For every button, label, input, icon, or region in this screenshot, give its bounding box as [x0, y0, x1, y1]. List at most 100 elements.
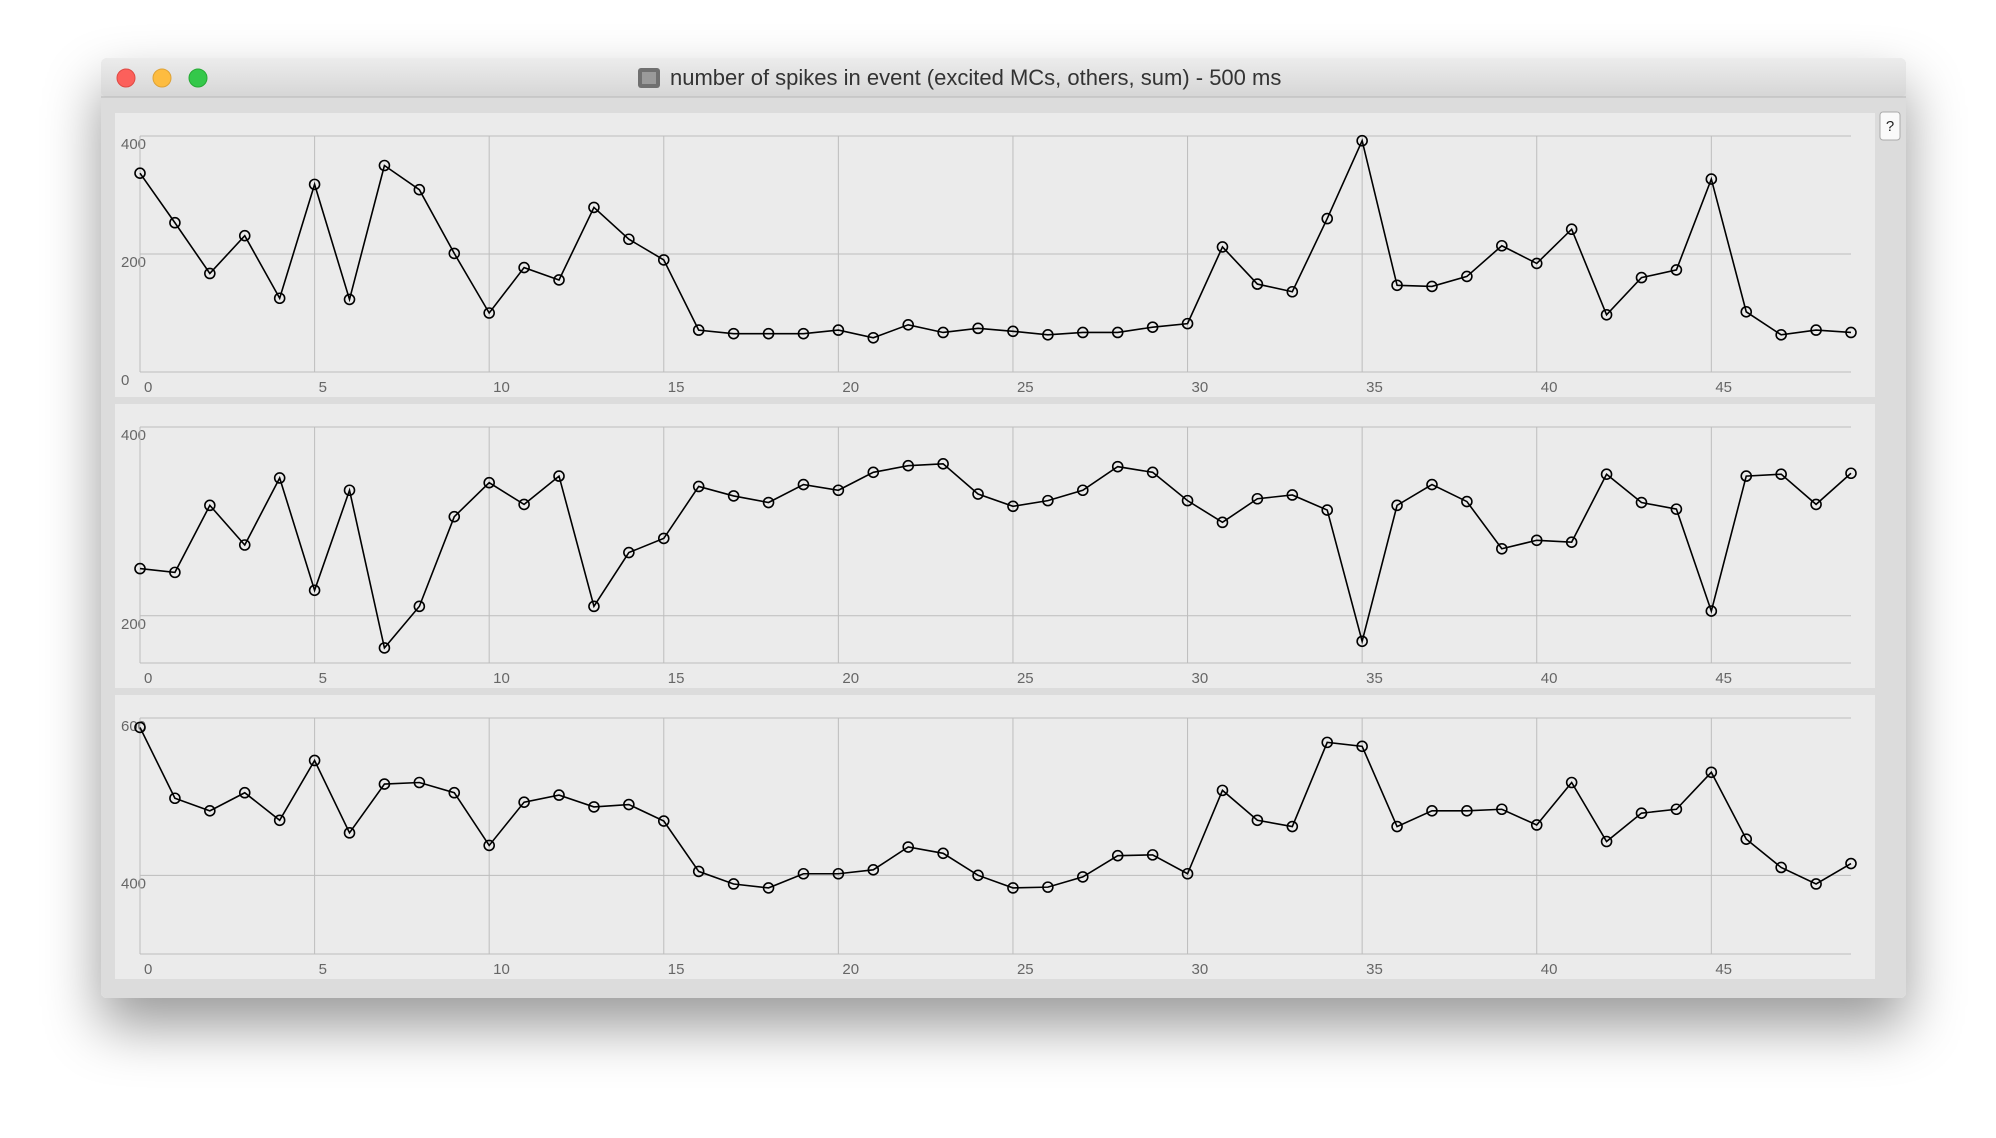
minimize-button[interactable]	[152, 68, 172, 88]
data-point	[483, 307, 495, 319]
data-point	[867, 331, 880, 344]
data-point	[1007, 325, 1019, 338]
data-point	[1426, 280, 1438, 293]
data-point	[238, 786, 251, 799]
data-point	[797, 327, 810, 340]
data-point	[204, 805, 216, 817]
data-point	[1286, 285, 1299, 298]
data-point	[657, 815, 670, 827]
chart-panel	[115, 113, 1875, 397]
data-point	[1251, 492, 1264, 505]
data-point	[1705, 605, 1718, 617]
data-point	[797, 478, 810, 491]
data-point	[273, 292, 286, 305]
data-point	[1810, 878, 1822, 890]
data-point	[1740, 306, 1753, 318]
x-tick-label: 15	[668, 670, 685, 687]
data-point	[1042, 329, 1054, 341]
data-point	[623, 798, 635, 811]
data-point	[1286, 820, 1299, 833]
data-point	[1321, 736, 1334, 749]
x-tick-label: 10	[493, 961, 510, 978]
data-point	[413, 776, 426, 789]
data-point	[762, 882, 775, 894]
data-point	[343, 293, 356, 306]
data-point	[937, 847, 949, 860]
help-button[interactable]	[1879, 111, 1901, 141]
x-tick-label: 25	[1017, 961, 1034, 978]
data-point	[518, 261, 530, 274]
data-point	[169, 792, 181, 805]
data-point	[1321, 212, 1334, 225]
data-point	[1216, 241, 1229, 253]
data-point	[937, 458, 949, 470]
data-point	[727, 327, 740, 340]
close-button[interactable]	[116, 68, 136, 88]
data-point	[1600, 835, 1613, 848]
data-point	[169, 216, 181, 229]
data-point	[1391, 820, 1403, 833]
data-point	[797, 867, 810, 880]
zoom-button[interactable]	[188, 68, 208, 88]
y-tick-label: 200	[121, 616, 146, 633]
data-point	[1740, 470, 1753, 482]
data-point	[692, 324, 705, 336]
data-point	[1740, 833, 1753, 845]
chart-panel	[115, 404, 1875, 688]
data-point	[1530, 534, 1543, 547]
data-point	[1670, 264, 1683, 276]
data-point	[553, 789, 565, 801]
x-tick-label: 30	[1192, 670, 1209, 687]
data-point	[1181, 494, 1194, 507]
data-point	[1775, 329, 1787, 341]
data-point	[692, 480, 705, 493]
x-tick-label: 15	[668, 379, 685, 396]
data-point	[1356, 740, 1368, 753]
data-point	[1146, 466, 1159, 479]
data-point	[1042, 494, 1054, 507]
x-tick-label: 45	[1715, 670, 1732, 687]
x-tick-label: 40	[1541, 961, 1558, 978]
x-tick-label: 45	[1715, 961, 1732, 978]
data-point	[972, 488, 984, 500]
data-point	[902, 841, 915, 853]
data-point	[1565, 223, 1578, 236]
data-point	[727, 878, 740, 890]
data-point	[902, 318, 915, 331]
data-point	[1670, 803, 1683, 816]
data-point	[1426, 805, 1438, 817]
x-tick-label: 30	[1192, 379, 1209, 396]
data-point	[1391, 499, 1403, 512]
data-point	[134, 167, 146, 179]
data-point	[832, 324, 845, 336]
data-point	[1705, 173, 1718, 185]
data-point	[1845, 467, 1857, 480]
y-tick-label: 400	[121, 427, 146, 444]
data-point	[623, 546, 635, 559]
data-point	[832, 867, 845, 880]
x-tick-label: 20	[842, 379, 859, 396]
data-point	[727, 490, 740, 502]
data-point	[553, 470, 565, 482]
data-line	[139, 462, 1852, 650]
data-point	[308, 584, 321, 597]
data-point	[378, 642, 391, 654]
data-point	[518, 498, 530, 511]
data-point	[483, 476, 495, 489]
data-point	[1356, 635, 1368, 648]
x-tick-label: 35	[1366, 379, 1383, 396]
y-tick-label: 400	[121, 136, 146, 153]
y-tick-label: 200	[121, 254, 146, 271]
data-point	[1146, 849, 1159, 861]
data-point	[308, 754, 321, 767]
data-point	[1810, 498, 1822, 511]
data-point	[623, 233, 635, 246]
data-point	[588, 801, 600, 813]
data-point	[1635, 496, 1648, 509]
data-point	[1181, 317, 1194, 330]
data-point	[902, 459, 915, 472]
x-tick-label: 10	[493, 379, 510, 396]
data-point	[553, 274, 565, 286]
